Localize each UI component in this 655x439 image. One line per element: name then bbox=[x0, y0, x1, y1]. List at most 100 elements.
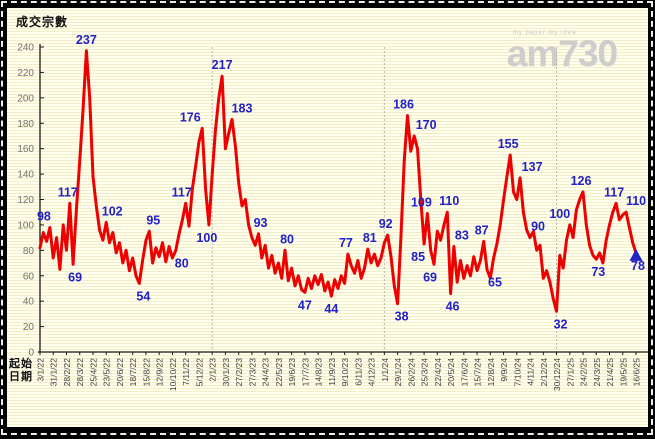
svg-text:102: 102 bbox=[102, 204, 123, 218]
svg-text:16/6/25: 16/6/25 bbox=[632, 358, 642, 387]
svg-text:23/5/22: 23/5/22 bbox=[102, 358, 112, 387]
svg-text:220: 220 bbox=[17, 68, 34, 79]
start-date-line2: 日期 bbox=[9, 371, 33, 383]
svg-text:110: 110 bbox=[626, 194, 646, 208]
svg-text:28/3/22: 28/3/22 bbox=[75, 358, 85, 387]
start-date-line1: 起始 bbox=[9, 358, 33, 370]
svg-text:65: 65 bbox=[488, 275, 502, 289]
svg-text:155: 155 bbox=[498, 137, 519, 151]
svg-text:27/3/23: 27/3/23 bbox=[247, 358, 257, 387]
svg-text:18/7/22: 18/7/22 bbox=[128, 358, 138, 387]
chart-title: 成交宗數 bbox=[16, 15, 69, 29]
svg-text:32: 32 bbox=[554, 317, 568, 331]
svg-text:31/1/22: 31/1/22 bbox=[49, 358, 59, 387]
svg-text:30/12/24: 30/12/24 bbox=[552, 358, 562, 391]
svg-text:80: 80 bbox=[175, 256, 189, 270]
svg-text:73: 73 bbox=[591, 265, 605, 279]
svg-text:12/9/22: 12/9/22 bbox=[155, 358, 165, 387]
svg-text:200: 200 bbox=[17, 93, 34, 104]
svg-text:126: 126 bbox=[571, 174, 592, 188]
svg-text:186: 186 bbox=[393, 98, 414, 112]
svg-text:140: 140 bbox=[17, 170, 34, 181]
svg-text:21/4/25: 21/4/25 bbox=[605, 358, 615, 387]
svg-text:4/12/23: 4/12/23 bbox=[367, 358, 377, 387]
svg-text:25/4/22: 25/4/22 bbox=[88, 358, 98, 387]
svg-text:183: 183 bbox=[232, 101, 253, 115]
svg-text:4/11/24: 4/11/24 bbox=[526, 358, 536, 386]
svg-text:110: 110 bbox=[439, 194, 459, 208]
svg-text:3/1/22: 3/1/22 bbox=[36, 358, 46, 382]
svg-text:109: 109 bbox=[411, 195, 432, 209]
svg-text:44: 44 bbox=[324, 302, 338, 316]
svg-text:180: 180 bbox=[17, 119, 34, 130]
svg-text:6/11/23: 6/11/23 bbox=[353, 358, 363, 386]
svg-text:11/9/23: 11/9/23 bbox=[327, 358, 337, 386]
svg-text:25/3/24: 25/3/24 bbox=[420, 358, 430, 387]
svg-text:17/7/23: 17/7/23 bbox=[300, 358, 310, 387]
svg-text:22/5/23: 22/5/23 bbox=[274, 358, 284, 387]
svg-text:38: 38 bbox=[395, 310, 409, 324]
svg-text:17/6/24: 17/6/24 bbox=[459, 358, 469, 387]
svg-text:54: 54 bbox=[136, 289, 150, 303]
svg-text:7/10/24: 7/10/24 bbox=[512, 358, 522, 387]
svg-text:120: 120 bbox=[17, 195, 34, 206]
svg-text:7/11/22: 7/11/22 bbox=[181, 358, 191, 386]
svg-text:87: 87 bbox=[475, 223, 489, 237]
svg-text:60: 60 bbox=[23, 271, 35, 282]
svg-text:137: 137 bbox=[522, 160, 543, 174]
svg-text:40: 40 bbox=[23, 297, 35, 308]
svg-text:237: 237 bbox=[76, 33, 97, 47]
svg-text:20/5/24: 20/5/24 bbox=[446, 358, 456, 387]
svg-text:26/2/24: 26/2/24 bbox=[406, 358, 416, 387]
svg-text:92: 92 bbox=[379, 217, 393, 231]
svg-text:1/1/24: 1/1/24 bbox=[380, 358, 390, 382]
svg-text:80: 80 bbox=[280, 232, 294, 246]
svg-text:19/6/23: 19/6/23 bbox=[287, 358, 297, 387]
svg-text:15/8/22: 15/8/22 bbox=[141, 358, 151, 387]
svg-text:117: 117 bbox=[172, 185, 192, 199]
svg-text:24/2/25: 24/2/25 bbox=[579, 358, 589, 387]
svg-text:170: 170 bbox=[416, 118, 437, 132]
svg-text:78: 78 bbox=[631, 259, 645, 273]
svg-text:85: 85 bbox=[411, 250, 425, 264]
svg-text:24/4/23: 24/4/23 bbox=[261, 358, 271, 387]
svg-text:22/4/24: 22/4/24 bbox=[433, 358, 443, 387]
svg-text:47: 47 bbox=[298, 298, 312, 312]
svg-text:24/3/25: 24/3/25 bbox=[592, 358, 602, 387]
svg-text:9/10/23: 9/10/23 bbox=[340, 358, 350, 387]
svg-text:217: 217 bbox=[212, 58, 233, 72]
svg-text:30/1/23: 30/1/23 bbox=[221, 358, 231, 387]
svg-text:27/1/25: 27/1/25 bbox=[565, 358, 575, 387]
chart-panel bbox=[7, 8, 648, 427]
svg-text:14/8/23: 14/8/23 bbox=[314, 358, 324, 387]
svg-text:28/2/22: 28/2/22 bbox=[62, 358, 72, 387]
svg-text:15/7/24: 15/7/24 bbox=[473, 358, 483, 387]
svg-text:100: 100 bbox=[549, 207, 570, 221]
svg-text:27/2/23: 27/2/23 bbox=[234, 358, 244, 387]
svg-text:12/8/24: 12/8/24 bbox=[486, 358, 496, 387]
am730-logo: am730 bbox=[506, 33, 618, 74]
svg-text:20/6/22: 20/6/22 bbox=[115, 358, 125, 387]
svg-text:95: 95 bbox=[146, 213, 160, 227]
svg-text:81: 81 bbox=[363, 231, 377, 245]
svg-text:5/12/22: 5/12/22 bbox=[194, 358, 204, 387]
svg-text:83: 83 bbox=[455, 229, 469, 243]
svg-text:176: 176 bbox=[180, 110, 201, 124]
am730-watermark: my paper my idea am730 bbox=[506, 30, 618, 74]
svg-text:90: 90 bbox=[531, 220, 545, 234]
svg-text:98: 98 bbox=[37, 209, 51, 223]
svg-text:9/9/24: 9/9/24 bbox=[499, 358, 509, 382]
svg-text:100: 100 bbox=[17, 220, 34, 231]
svg-text:0: 0 bbox=[28, 348, 34, 359]
svg-text:77: 77 bbox=[339, 236, 353, 250]
svg-text:69: 69 bbox=[423, 270, 437, 284]
svg-text:2/1/23: 2/1/23 bbox=[208, 358, 218, 382]
svg-text:240: 240 bbox=[17, 43, 34, 54]
svg-text:80: 80 bbox=[23, 246, 35, 257]
svg-text:160: 160 bbox=[17, 144, 34, 155]
watermark-tagline: my paper my idea bbox=[512, 30, 577, 36]
svg-text:69: 69 bbox=[68, 270, 82, 284]
svg-text:93: 93 bbox=[254, 216, 268, 230]
svg-text:20: 20 bbox=[23, 322, 35, 333]
